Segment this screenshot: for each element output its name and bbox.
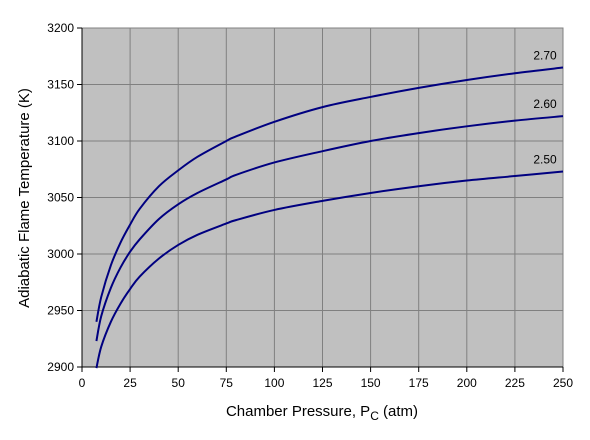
y-tick-label: 3200 [47,21,74,35]
x-axis-title-suffix: (atm) [379,403,418,420]
series-label: 2.60 [533,97,557,111]
x-tick-label: 225 [505,376,525,390]
series-line [95,170,564,369]
x-axis-title: Chamber Pressure, PC (atm) [226,403,418,423]
x-tick-label: 75 [220,376,234,390]
y-tick-label: 3000 [47,247,74,261]
x-tick-label: 0 [79,376,86,390]
x-tick-label: 150 [361,376,381,390]
series-line [95,115,564,342]
axes [77,27,564,372]
x-axis-title-main: Chamber Pressure, P [226,403,370,420]
tick-labels: 0 25 50 75 100 125 150 175 200 225 250 2900 2950 3000… [47,21,573,390]
x-tick-label: 100 [264,376,284,390]
y-tick-label: 3100 [47,134,74,148]
x-tick-label: 125 [312,376,332,390]
y-tick-label: 3150 [47,78,74,92]
x-axis-title-subscript: C [370,409,379,423]
x-tick-label: 200 [457,376,477,390]
y-tick-label: 3050 [47,191,74,205]
x-tick-label: 25 [123,376,137,390]
x-tick-label: 50 [172,376,186,390]
series-label: 2.70 [533,49,557,63]
series-label: 2.50 [533,153,557,167]
y-axis-title: Adiabatic Flame Temperature (K) [16,88,33,308]
series-lines [95,66,564,369]
x-tick-label: 250 [553,376,573,390]
y-tick-label: 2900 [47,360,74,374]
gridlines [82,28,563,367]
y-tick-label: 2950 [47,304,74,318]
series-line [95,66,564,322]
x-tick-label: 175 [409,376,429,390]
